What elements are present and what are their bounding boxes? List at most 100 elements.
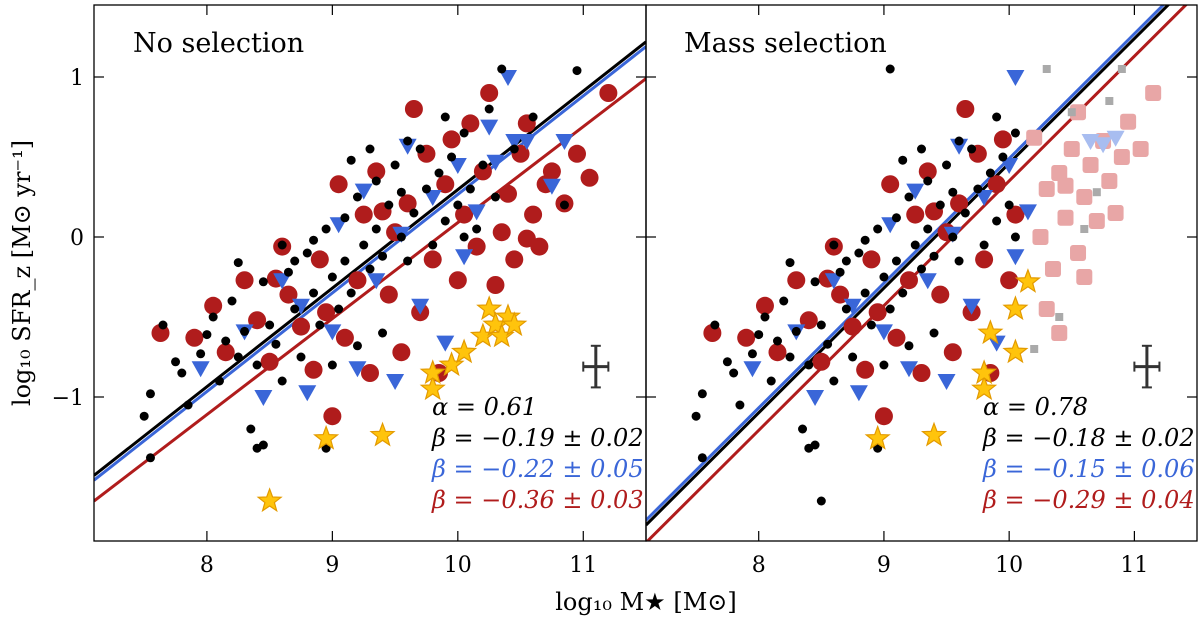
blue-triangle-point (824, 273, 843, 290)
red-circle-point (448, 271, 467, 290)
black-dot-point (327, 272, 337, 282)
black-dot-point (904, 341, 914, 351)
black-dot-point (823, 339, 833, 349)
black-dot-point (960, 208, 970, 218)
black-dot-point (954, 256, 964, 266)
black-dot-point (440, 216, 450, 226)
black-dot-point (835, 267, 845, 277)
black-dot-point (829, 376, 839, 386)
star-point (256, 487, 283, 513)
black-dot-point (804, 443, 814, 453)
black-dot-point (208, 312, 218, 322)
faded-red-square-point (1057, 209, 1074, 226)
star-point (419, 359, 446, 385)
faded-red-square-point (1101, 173, 1118, 189)
black-dot-point (879, 272, 889, 282)
blue-triangle-point (962, 298, 981, 315)
blue-triangle-point (899, 361, 918, 378)
black-dot-point (710, 320, 720, 330)
black-dot-point (309, 235, 319, 245)
black-dot-point (359, 240, 369, 250)
red-circle-point (906, 205, 925, 224)
red-circle-point (379, 285, 398, 304)
black-dot-point (177, 368, 187, 378)
red-circle-point (787, 271, 806, 290)
black-dot-point (528, 112, 538, 122)
panel-mass-selection: 8 9 10 11 Mass selection α = 0.78 β = −0.18… (645, 4, 1198, 578)
black-dot-point (352, 192, 362, 202)
faded-red-square-point (1063, 141, 1080, 157)
black-dot-point (321, 224, 331, 234)
x-tick-label: 10 (444, 553, 472, 578)
star-point (971, 375, 998, 401)
red-circle-point (887, 328, 906, 347)
black-dot-point (309, 288, 319, 298)
black-dot-point (403, 136, 413, 146)
black-dot-point (290, 256, 300, 266)
black-dot-point (409, 208, 419, 218)
black-dot-point (754, 330, 764, 340)
error-bar (582, 344, 610, 389)
red-circle-point (467, 237, 486, 256)
faded-red-square-point (1057, 177, 1074, 194)
blue-triangle-point (975, 190, 994, 206)
blue-triangle-point (455, 249, 474, 266)
black-dot-point (145, 389, 155, 399)
plot-area (94, 40, 646, 513)
star-point (438, 351, 465, 377)
black-dot-point (290, 304, 300, 314)
star-point (419, 375, 446, 401)
blue-triangle-point (505, 134, 524, 150)
black-dot-point (465, 184, 475, 194)
red-circle-point (755, 296, 774, 315)
black-dot-point (766, 376, 776, 386)
red-circle-point (517, 229, 536, 248)
black-dot-point (365, 264, 375, 274)
blue-triangle-point (354, 183, 373, 200)
red-circle-point (317, 303, 336, 322)
red-circle-point (216, 343, 235, 362)
black-dot-point (747, 349, 757, 359)
black-dot-point (346, 155, 356, 165)
red-circle-point (404, 100, 423, 118)
black-dot-point (954, 136, 964, 146)
black-dot-point (1010, 128, 1020, 138)
black-dot-point (396, 187, 406, 197)
y-axis-label: log₁₀ SFR_z [M⊙ yr⁻¹] (8, 140, 36, 406)
red-circle-point (354, 205, 373, 224)
black-dot-point (791, 326, 801, 336)
panel-title: Mass selection (684, 28, 887, 59)
star-point (920, 421, 948, 447)
blue-triangle-point (918, 273, 937, 290)
faded-grey-square-point (1042, 65, 1051, 73)
x-tick-label: 8 (200, 553, 214, 578)
black-dot-point (879, 360, 889, 370)
x-axis-label: log₁₀ M★ [M⊙] (555, 588, 737, 616)
red-circle-point (260, 352, 279, 371)
star-point (369, 421, 396, 447)
black-dot-point (917, 264, 926, 274)
black-dot-point (891, 256, 901, 266)
red-circle-point (392, 343, 411, 362)
blue-triangle-point (292, 298, 310, 315)
black-dot-point (321, 443, 331, 453)
black-dot-point (816, 320, 826, 330)
black-dot-point (860, 235, 870, 245)
black-dot-point (948, 232, 958, 242)
x-tick-label: 8 (752, 553, 766, 578)
black-dot-point (691, 411, 701, 421)
black-dot-point (998, 152, 1008, 162)
black-dot-point (434, 168, 444, 178)
red-circle-point (423, 250, 442, 269)
black-dot-point (509, 144, 519, 154)
blue-triangle-point (1006, 70, 1025, 86)
black-dot-point (277, 240, 287, 250)
fit-line (94, 45, 646, 482)
red-circle-point (505, 250, 524, 269)
black-dot-point (917, 144, 926, 154)
black-dot-point (1010, 232, 1020, 242)
black-dot-point (340, 256, 350, 266)
black-dot-point (352, 341, 362, 351)
black-dot-point (440, 112, 450, 122)
blue-triangle-point (555, 134, 574, 150)
